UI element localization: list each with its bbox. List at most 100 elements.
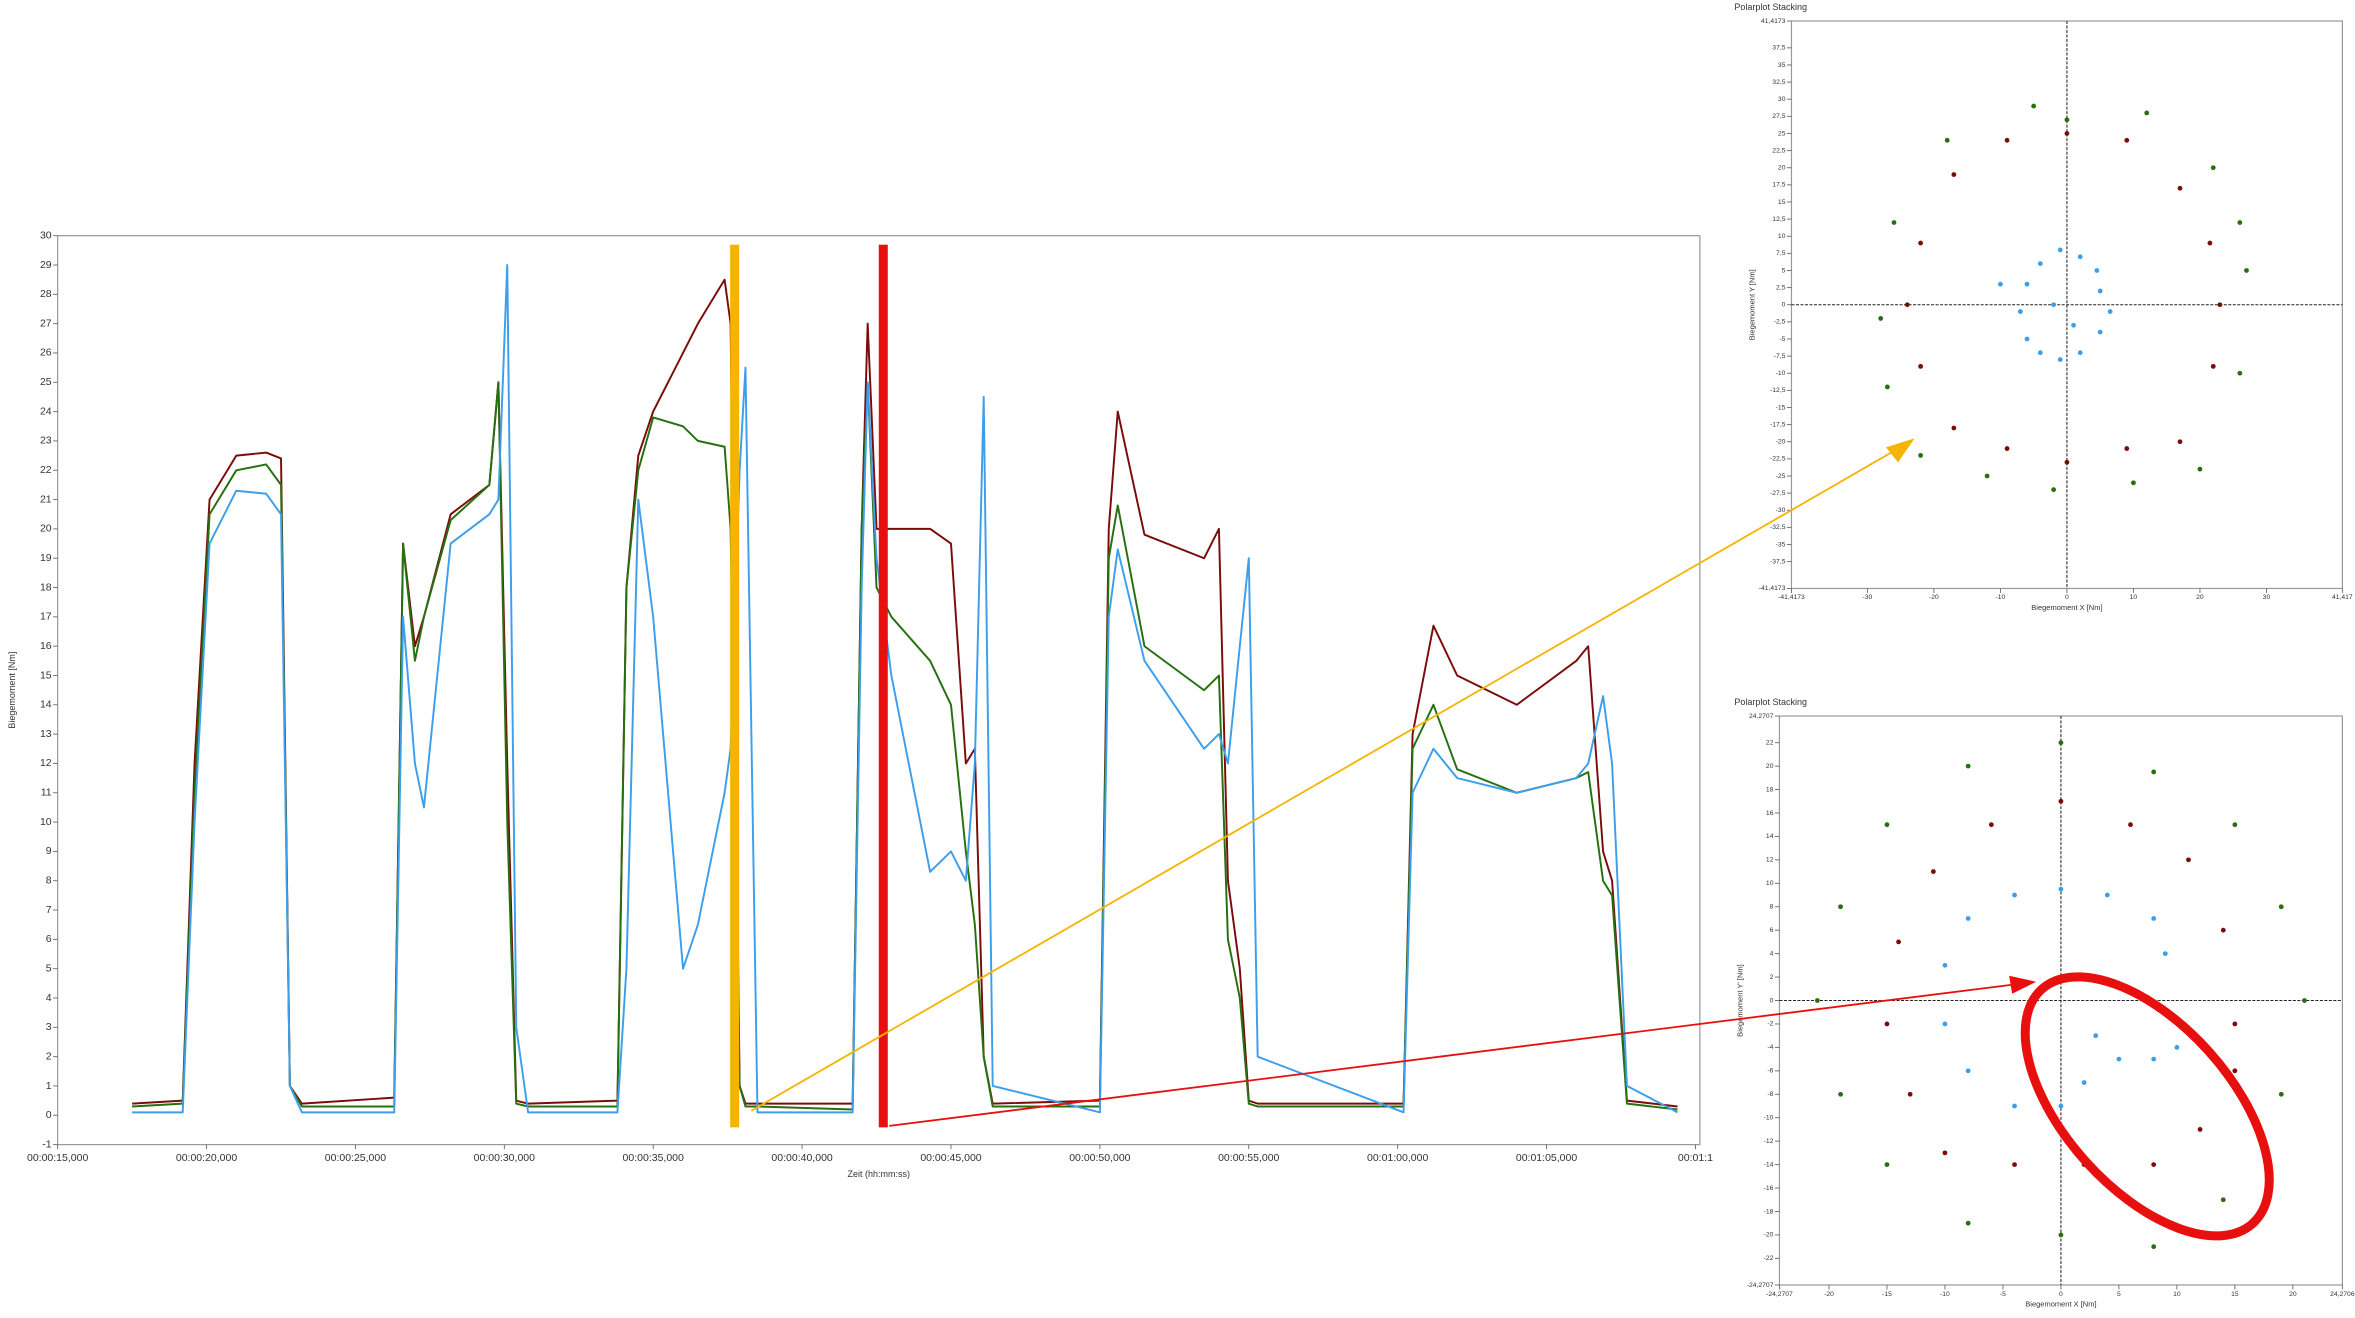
scatter-point — [2012, 1103, 2017, 1109]
scatter-point — [2151, 769, 2157, 775]
scatter-point — [2081, 1080, 2087, 1085]
scatter-point — [2094, 268, 2100, 273]
y-tick-label: -37,5 — [1770, 558, 1786, 565]
y-tick-label: 18 — [1766, 786, 1774, 793]
scatter-point — [2220, 927, 2226, 933]
y-tick-label: 29 — [40, 259, 52, 271]
scatter-point — [1965, 1068, 1971, 1074]
scatter-point — [1896, 939, 1901, 945]
y-tick-label: 5 — [1782, 267, 1786, 274]
y-tick-label: 27,5 — [1772, 113, 1785, 120]
scatter-point — [1942, 1021, 1948, 1027]
scatter-point — [2124, 137, 2130, 143]
y-tick-label: 14 — [40, 699, 52, 711]
scatter-point — [2128, 822, 2133, 828]
y-tick-label: 32,5 — [1772, 79, 1785, 86]
scatter-point — [1904, 302, 1910, 308]
y-tick-label: -27,5 — [1770, 490, 1786, 497]
x-tick-label: 00:00:40,000 — [771, 1152, 832, 1164]
y-tick-label: 12 — [40, 757, 52, 769]
scatter-point — [2097, 288, 2103, 294]
y-tick-label: -12 — [1764, 1138, 1774, 1145]
y-tick-label: -15 — [1776, 404, 1786, 411]
scatter-point — [2177, 185, 2183, 191]
y-axis-label: Biegemoment Y [Nm] — [1747, 269, 1756, 340]
scatter-point — [2151, 1056, 2157, 1062]
x-tick-label: 00:00:15,000 — [27, 1152, 88, 1164]
scatter-point — [2151, 1244, 2157, 1250]
scatter-point — [2151, 916, 2157, 921]
y-tick-label: 18 — [40, 581, 52, 593]
y-tick-label: -1 — [42, 1138, 51, 1150]
scatter-point — [2232, 822, 2238, 828]
x-tick-label: 41,417 — [2332, 594, 2353, 601]
scatter-point — [2058, 1232, 2064, 1238]
y-tick-label: 1 — [46, 1080, 52, 1092]
y-tick-label: 10 — [1778, 233, 1786, 240]
scatter-point — [2058, 740, 2064, 746]
scatter-point — [1965, 1220, 1971, 1226]
scatter-point — [2058, 798, 2064, 804]
x-tick-label: -20 — [1824, 1291, 1834, 1298]
scatter-point — [2197, 466, 2203, 472]
scatter-point — [1944, 137, 1950, 143]
scatter-point — [2131, 480, 2136, 486]
y-tick-label: 17,5 — [1772, 182, 1785, 189]
scatter-point — [1814, 998, 1820, 1003]
y-tick-label: 23 — [40, 435, 52, 447]
scatter-point — [2064, 459, 2070, 465]
scatter-point — [2093, 1033, 2099, 1039]
y-tick-label: 20 — [1778, 165, 1786, 172]
y-tick-label: -30 — [1776, 507, 1786, 514]
scatter-point — [2210, 363, 2216, 369]
x-tick-label: -30 — [1863, 594, 1873, 601]
scatter-point — [1918, 453, 1924, 458]
y-tick-label: 19 — [40, 552, 52, 564]
y-tick-label: -4 — [1767, 1044, 1773, 1051]
x-tick-label: 00:00:55,000 — [1218, 1152, 1279, 1164]
y-axis-label: Biegemoment Y' [Nm] — [1735, 964, 1744, 1037]
y-tick-label: -25 — [1776, 473, 1786, 480]
y-tick-label: -8 — [1767, 1091, 1773, 1098]
scatter-point — [2207, 240, 2213, 246]
scatter-point — [2107, 309, 2113, 314]
x-tick-label: 0 — [2059, 1291, 2063, 1298]
scatter-point — [1930, 869, 1936, 874]
scatter-point — [1951, 425, 1957, 431]
scatter-point — [2278, 1091, 2284, 1097]
y-tick-label: -7,5 — [1774, 353, 1786, 360]
scatter-point — [2037, 261, 2043, 267]
y-tick-label: 4 — [1770, 950, 1774, 957]
x-tick-label: 30 — [2263, 594, 2271, 601]
x-tick-label: 00:00:25,000 — [325, 1152, 386, 1164]
scatter-point — [2237, 370, 2243, 376]
y-tick-label: 37,5 — [1772, 45, 1785, 52]
y-tick-label: 35 — [1778, 62, 1786, 69]
scatter-point — [1918, 363, 1924, 369]
scatter-point — [1988, 822, 1994, 828]
x-tick-label: 00:01:00,000 — [1367, 1152, 1428, 1164]
x-tick-label: 00:01:1 — [1678, 1152, 1713, 1164]
scatter-point — [1884, 384, 1890, 390]
scatter-point — [2024, 281, 2030, 287]
y-tick-label: 30 — [40, 229, 52, 241]
scatter-point — [1907, 1091, 1913, 1097]
scatter-point — [2064, 117, 2070, 123]
scatter-point — [2017, 309, 2023, 314]
y-tick-label: -22 — [1764, 1255, 1774, 1262]
x-tick-label: 00:00:35,000 — [623, 1152, 684, 1164]
scatter-point — [2051, 302, 2057, 308]
y-tick-label: 22 — [1766, 739, 1774, 746]
x-tick-label: 00:01:05,000 — [1516, 1152, 1577, 1164]
y-tick-label: -2,5 — [1774, 319, 1786, 326]
y-tick-label: -10 — [1764, 1114, 1774, 1121]
y-tick-label: -32,5 — [1770, 524, 1786, 531]
scatter-point — [2116, 1056, 2122, 1062]
y-tick-label: 14 — [1766, 833, 1774, 840]
x-tick-label: -10 — [1996, 594, 2006, 601]
highlight-ellipse — [2020, 972, 2274, 1241]
scatter-point — [1884, 822, 1890, 828]
x-tick-label: 00:00:30,000 — [474, 1152, 535, 1164]
x-tick-label: 10 — [2130, 594, 2138, 601]
scatter-point — [1984, 473, 1990, 479]
